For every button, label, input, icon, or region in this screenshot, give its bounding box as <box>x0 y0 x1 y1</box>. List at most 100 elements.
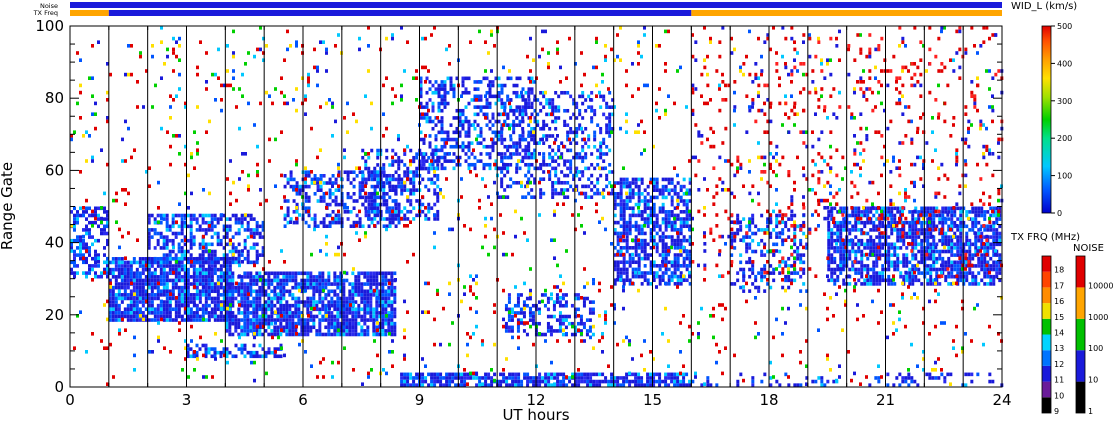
data-point <box>186 285 190 290</box>
data-point <box>509 184 513 189</box>
data-point <box>625 231 629 236</box>
data-point <box>842 220 846 225</box>
data-point <box>787 285 791 290</box>
data-point <box>150 303 154 308</box>
data-point <box>866 231 870 236</box>
data-point <box>605 144 609 149</box>
data-point <box>512 180 516 185</box>
data-point <box>162 282 166 286</box>
data-point <box>318 300 322 304</box>
data-point <box>168 267 172 272</box>
data-point <box>546 307 550 312</box>
data-point <box>70 246 73 250</box>
data-point <box>330 296 334 301</box>
data-point <box>599 130 603 135</box>
data-point <box>682 256 686 261</box>
data-point <box>593 184 597 189</box>
data-point <box>192 257 196 261</box>
data-point <box>664 242 668 247</box>
data-point <box>682 224 686 229</box>
data-point <box>443 98 447 102</box>
data-point <box>198 264 202 268</box>
data-point <box>79 238 82 243</box>
data-point <box>183 318 187 322</box>
data-point <box>628 181 632 185</box>
data-point <box>733 238 737 243</box>
data-point <box>384 282 388 286</box>
data-point <box>427 206 431 210</box>
data-point <box>578 177 582 181</box>
data-point <box>425 159 429 163</box>
data-point <box>664 383 668 387</box>
data-point <box>388 206 392 210</box>
data-point <box>533 134 537 138</box>
data-point <box>613 278 617 283</box>
data-point <box>602 98 606 102</box>
data-point <box>415 173 419 178</box>
data-point <box>488 166 492 171</box>
data-point <box>482 105 486 109</box>
data-point <box>213 311 217 315</box>
data-point <box>276 318 280 322</box>
data-point <box>162 314 166 319</box>
data-point <box>255 278 259 283</box>
data-point <box>234 217 238 221</box>
data-point <box>73 224 76 229</box>
data-point <box>258 285 262 290</box>
data-point <box>186 282 190 286</box>
data-point <box>890 217 894 221</box>
data-point <box>342 303 346 308</box>
data-point <box>240 343 244 348</box>
data-point <box>295 181 299 185</box>
data-point <box>745 249 749 254</box>
data-point <box>637 271 641 275</box>
data-point <box>745 235 749 239</box>
data-point <box>667 376 671 380</box>
data-point <box>141 257 145 261</box>
data-point <box>94 256 97 261</box>
data-point <box>857 210 861 214</box>
data-point <box>394 177 398 182</box>
data-point <box>358 188 362 192</box>
data-point <box>524 137 528 142</box>
data-point <box>192 314 196 319</box>
data-point <box>892 383 896 387</box>
data-point <box>517 379 521 384</box>
data-point <box>476 134 480 138</box>
data-point <box>204 303 208 308</box>
data-point <box>558 300 562 304</box>
data-point <box>171 231 175 236</box>
data-point <box>637 224 641 229</box>
data-point <box>890 253 894 257</box>
data-point <box>258 271 262 276</box>
data-point <box>784 278 788 283</box>
data-point <box>390 332 394 337</box>
data-point <box>264 293 268 297</box>
data-point <box>622 231 626 236</box>
data-point <box>676 274 680 279</box>
data-point <box>769 376 773 380</box>
data-point <box>458 116 462 120</box>
data-point <box>920 260 924 265</box>
data-point <box>400 177 404 182</box>
data-point <box>890 242 894 247</box>
data-point <box>542 152 546 156</box>
data-point <box>267 325 271 330</box>
data-point <box>427 217 431 221</box>
data-point <box>619 210 623 214</box>
data-point <box>491 80 495 84</box>
data-point <box>225 228 229 232</box>
data-point <box>550 383 554 387</box>
data-point <box>510 329 514 333</box>
data-point <box>551 195 555 199</box>
data-point <box>180 303 184 308</box>
data-point <box>521 112 525 117</box>
data-point <box>159 246 163 250</box>
data-point <box>890 278 894 283</box>
data-point <box>267 271 271 276</box>
data-point <box>518 166 522 171</box>
data-point <box>881 274 885 279</box>
data-point <box>619 267 623 272</box>
data-point <box>144 314 148 319</box>
data-point <box>622 264 626 268</box>
